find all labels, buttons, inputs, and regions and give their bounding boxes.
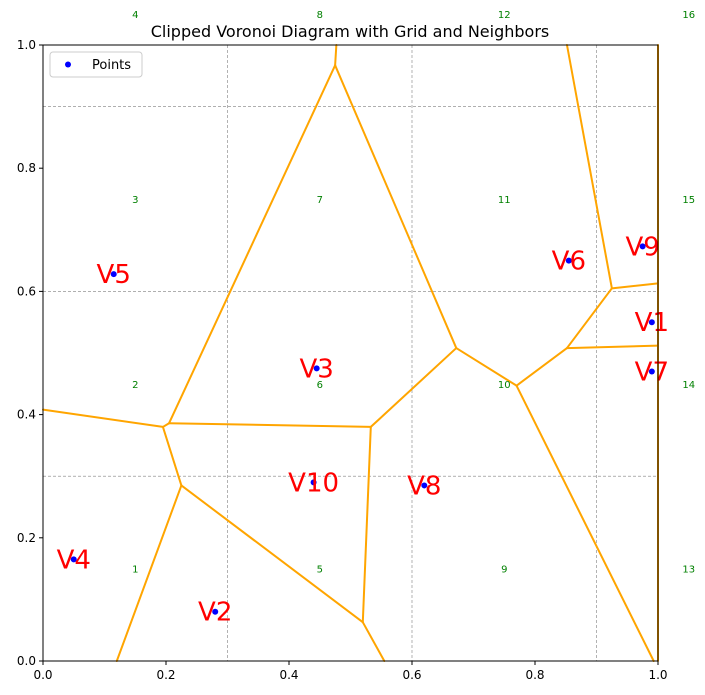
legend-label: Points — [92, 58, 131, 73]
voronoi-edge — [369, 347, 458, 428]
voronoi-edge — [42, 408, 164, 428]
x-axis-ticks: 0.0 0.2 0.4 0.6 0.8 1.0 — [33, 661, 668, 682]
voronoi-edge — [565, 44, 613, 290]
voronoi-edge — [334, 64, 458, 350]
grid-cell-label: 4 — [132, 10, 138, 21]
x-tick-label: 0.4 — [279, 668, 298, 682]
grid-cell-label: 14 — [682, 380, 695, 391]
x-tick-label: 0.0 — [33, 668, 52, 682]
y-axis-ticks: 0.0 0.2 0.4 0.6 0.8 1.0 — [17, 38, 43, 668]
y-tick-label: 0.2 — [17, 531, 36, 545]
grid-cell-label: 12 — [498, 10, 511, 21]
x-tick-label: 0.6 — [402, 668, 421, 682]
grid-cell-label: 1 — [132, 565, 138, 576]
point-label: V6 — [552, 247, 586, 277]
grid-lines — [43, 45, 658, 661]
plot-area — [43, 45, 658, 661]
point-label: V2 — [198, 598, 232, 628]
grid-cell-label: 13 — [682, 565, 695, 576]
plot-frame — [42, 44, 659, 662]
voronoi-edges — [42, 44, 659, 662]
grid-cell-label: 5 — [317, 565, 323, 576]
grid-cell-label: 3 — [132, 195, 138, 206]
grid-cell-label: 9 — [501, 565, 507, 576]
voronoi-edge — [515, 347, 568, 387]
voronoi-edge — [115, 484, 183, 662]
voronoi-edge — [515, 384, 655, 662]
legend-box — [49, 51, 143, 78]
point-label: V7 — [635, 357, 669, 387]
grid-cell-label: 16 — [682, 10, 695, 21]
voronoi-edge — [161, 425, 183, 487]
data-point — [313, 365, 320, 372]
grid-cell-label: 11 — [498, 195, 511, 206]
voronoi-edge — [161, 422, 171, 428]
point-labels: V1 V2 V3 V4 V5 V6 V7 V8 V9 V10 — [57, 232, 669, 627]
point-label: V3 — [300, 354, 334, 384]
legend-marker — [65, 61, 71, 68]
y-tick-label: 1.0 — [17, 38, 36, 52]
voronoi-edge — [168, 64, 337, 425]
chart-title: Clipped Voronoi Diagram with Grid and Ne… — [151, 22, 550, 41]
grid-cell-label: 6 — [317, 380, 323, 391]
point-label: V4 — [57, 545, 91, 575]
voronoi-edge — [565, 287, 613, 350]
x-tick-label: 0.2 — [156, 668, 175, 682]
grid-cell-label: 8 — [317, 10, 323, 21]
y-tick-label: 0.0 — [17, 654, 36, 668]
data-point — [70, 556, 77, 563]
legend: Points — [49, 51, 143, 78]
data-point — [565, 257, 572, 264]
voronoi-edge — [565, 344, 659, 350]
data-point — [639, 243, 646, 250]
voronoi-edge — [455, 347, 518, 387]
voronoi-edge — [334, 44, 338, 67]
voronoi-edge — [180, 484, 364, 624]
data-point — [648, 368, 655, 375]
voronoi-edge — [168, 422, 372, 428]
y-tick-label: 0.4 — [17, 408, 36, 422]
y-tick-label: 0.8 — [17, 161, 36, 175]
grid-cell-label: 15 — [682, 195, 695, 206]
point-label: V5 — [97, 260, 131, 290]
data-point — [421, 482, 428, 489]
data-points — [70, 243, 655, 615]
grid-cell-label: 7 — [317, 195, 323, 206]
voronoi-edge — [610, 282, 659, 290]
data-point — [110, 271, 117, 278]
y-tick-label: 0.6 — [17, 284, 36, 298]
grid-cell-label: 10 — [498, 380, 511, 391]
data-point — [310, 479, 317, 486]
voronoi-edge — [361, 621, 386, 662]
grid-cell-label: 2 — [132, 380, 138, 391]
data-point — [648, 319, 655, 326]
voronoi-edge — [361, 425, 372, 624]
point-label: V10 — [288, 468, 339, 498]
x-tick-label: 0.8 — [525, 668, 544, 682]
point-label: V8 — [407, 471, 441, 501]
point-label: V1 — [635, 308, 669, 338]
point-label: V9 — [625, 232, 659, 262]
x-tick-label: 1.0 — [648, 668, 667, 682]
data-point — [212, 608, 219, 615]
